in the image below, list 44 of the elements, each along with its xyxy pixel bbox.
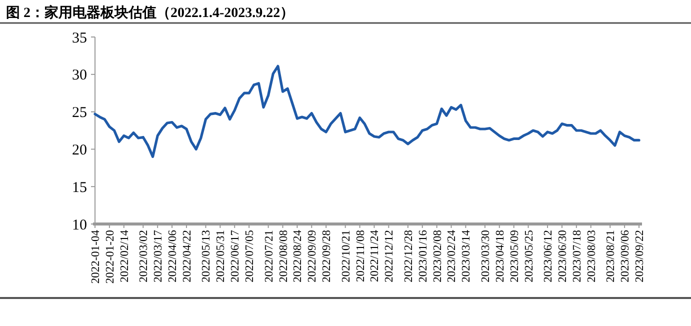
y-tick-label: 30 <box>72 68 87 84</box>
x-tick-label: 2022/02/14 <box>118 230 131 282</box>
x-tick-label: 2023/02/08 <box>432 230 444 282</box>
x-tick-label: 2022/09/28 <box>321 230 334 282</box>
x-tick-label: 2022/06/17 <box>230 230 242 282</box>
x-tick-label: 2022-01-20 <box>104 230 116 284</box>
y-tick-label: 35 <box>72 30 87 46</box>
x-tick-label: 2022/11/08 <box>354 230 367 282</box>
x-tick-label: 2023/08/21 <box>605 230 618 282</box>
x-tick-label: 2022/11/24 <box>369 230 382 282</box>
x-tick-label: 2023/02/24 <box>446 230 458 282</box>
x-tick-label: 2022/08/08 <box>278 230 290 282</box>
x-tick-label: 2022-01-04 <box>90 230 102 284</box>
x-tick-label: 2022/08/24 <box>292 230 304 282</box>
y-tick-label: 25 <box>72 105 87 122</box>
x-tick-label: 2023/03/30 <box>480 230 492 282</box>
x-tick-label: 2022/09/09 <box>306 230 319 282</box>
x-tick-label: 2023/06/12 <box>542 230 555 282</box>
x-tick-label: 2022/03/17 <box>152 230 165 282</box>
x-tick-label: 2023/05/09 <box>508 230 521 282</box>
x-tick-label: 2023/09/22 <box>634 230 646 282</box>
x-tick-label: 2022/12/12 <box>384 230 396 282</box>
x-tick-label: 2022/04/06 <box>167 230 180 282</box>
x-tick-label: 2023/07/18 <box>571 230 584 282</box>
x-tick-label: 2023/09/06 <box>620 230 632 282</box>
x-tick-label: 2022/04/22 <box>181 230 194 282</box>
x-tick-label: 2023/04/18 <box>494 230 506 282</box>
x-tick-label: 2022/07/21 <box>263 230 276 282</box>
x-tick-label: 2022/10/21 <box>340 230 352 282</box>
x-tick-label: 2022/05/31 <box>215 230 228 282</box>
chart-title: 图 2：家用电器板块估值（2022.1.4-2023.9.22） <box>6 4 294 21</box>
x-tick-label: 2023/05/25 <box>523 230 536 282</box>
line-series <box>94 64 640 158</box>
x-tick-label: 2022/03/02 <box>138 230 150 282</box>
x-tick-label: 2023/08/03 <box>586 230 598 282</box>
x-tick-label: 2022/05/13 <box>200 230 213 282</box>
x-tick-label: 2022/12/28 <box>402 230 415 282</box>
x-tick-label: 2023/03/14 <box>460 230 473 282</box>
x-tick-label: 2022/07/05 <box>244 230 256 282</box>
x-tick-label: 2023/01/16 <box>417 230 430 282</box>
y-tick-label: 10 <box>72 217 87 234</box>
y-tick-label: 15 <box>72 180 87 196</box>
y-tick-label: 20 <box>72 142 87 158</box>
x-tick-label: 2023/06/30 <box>556 230 569 282</box>
